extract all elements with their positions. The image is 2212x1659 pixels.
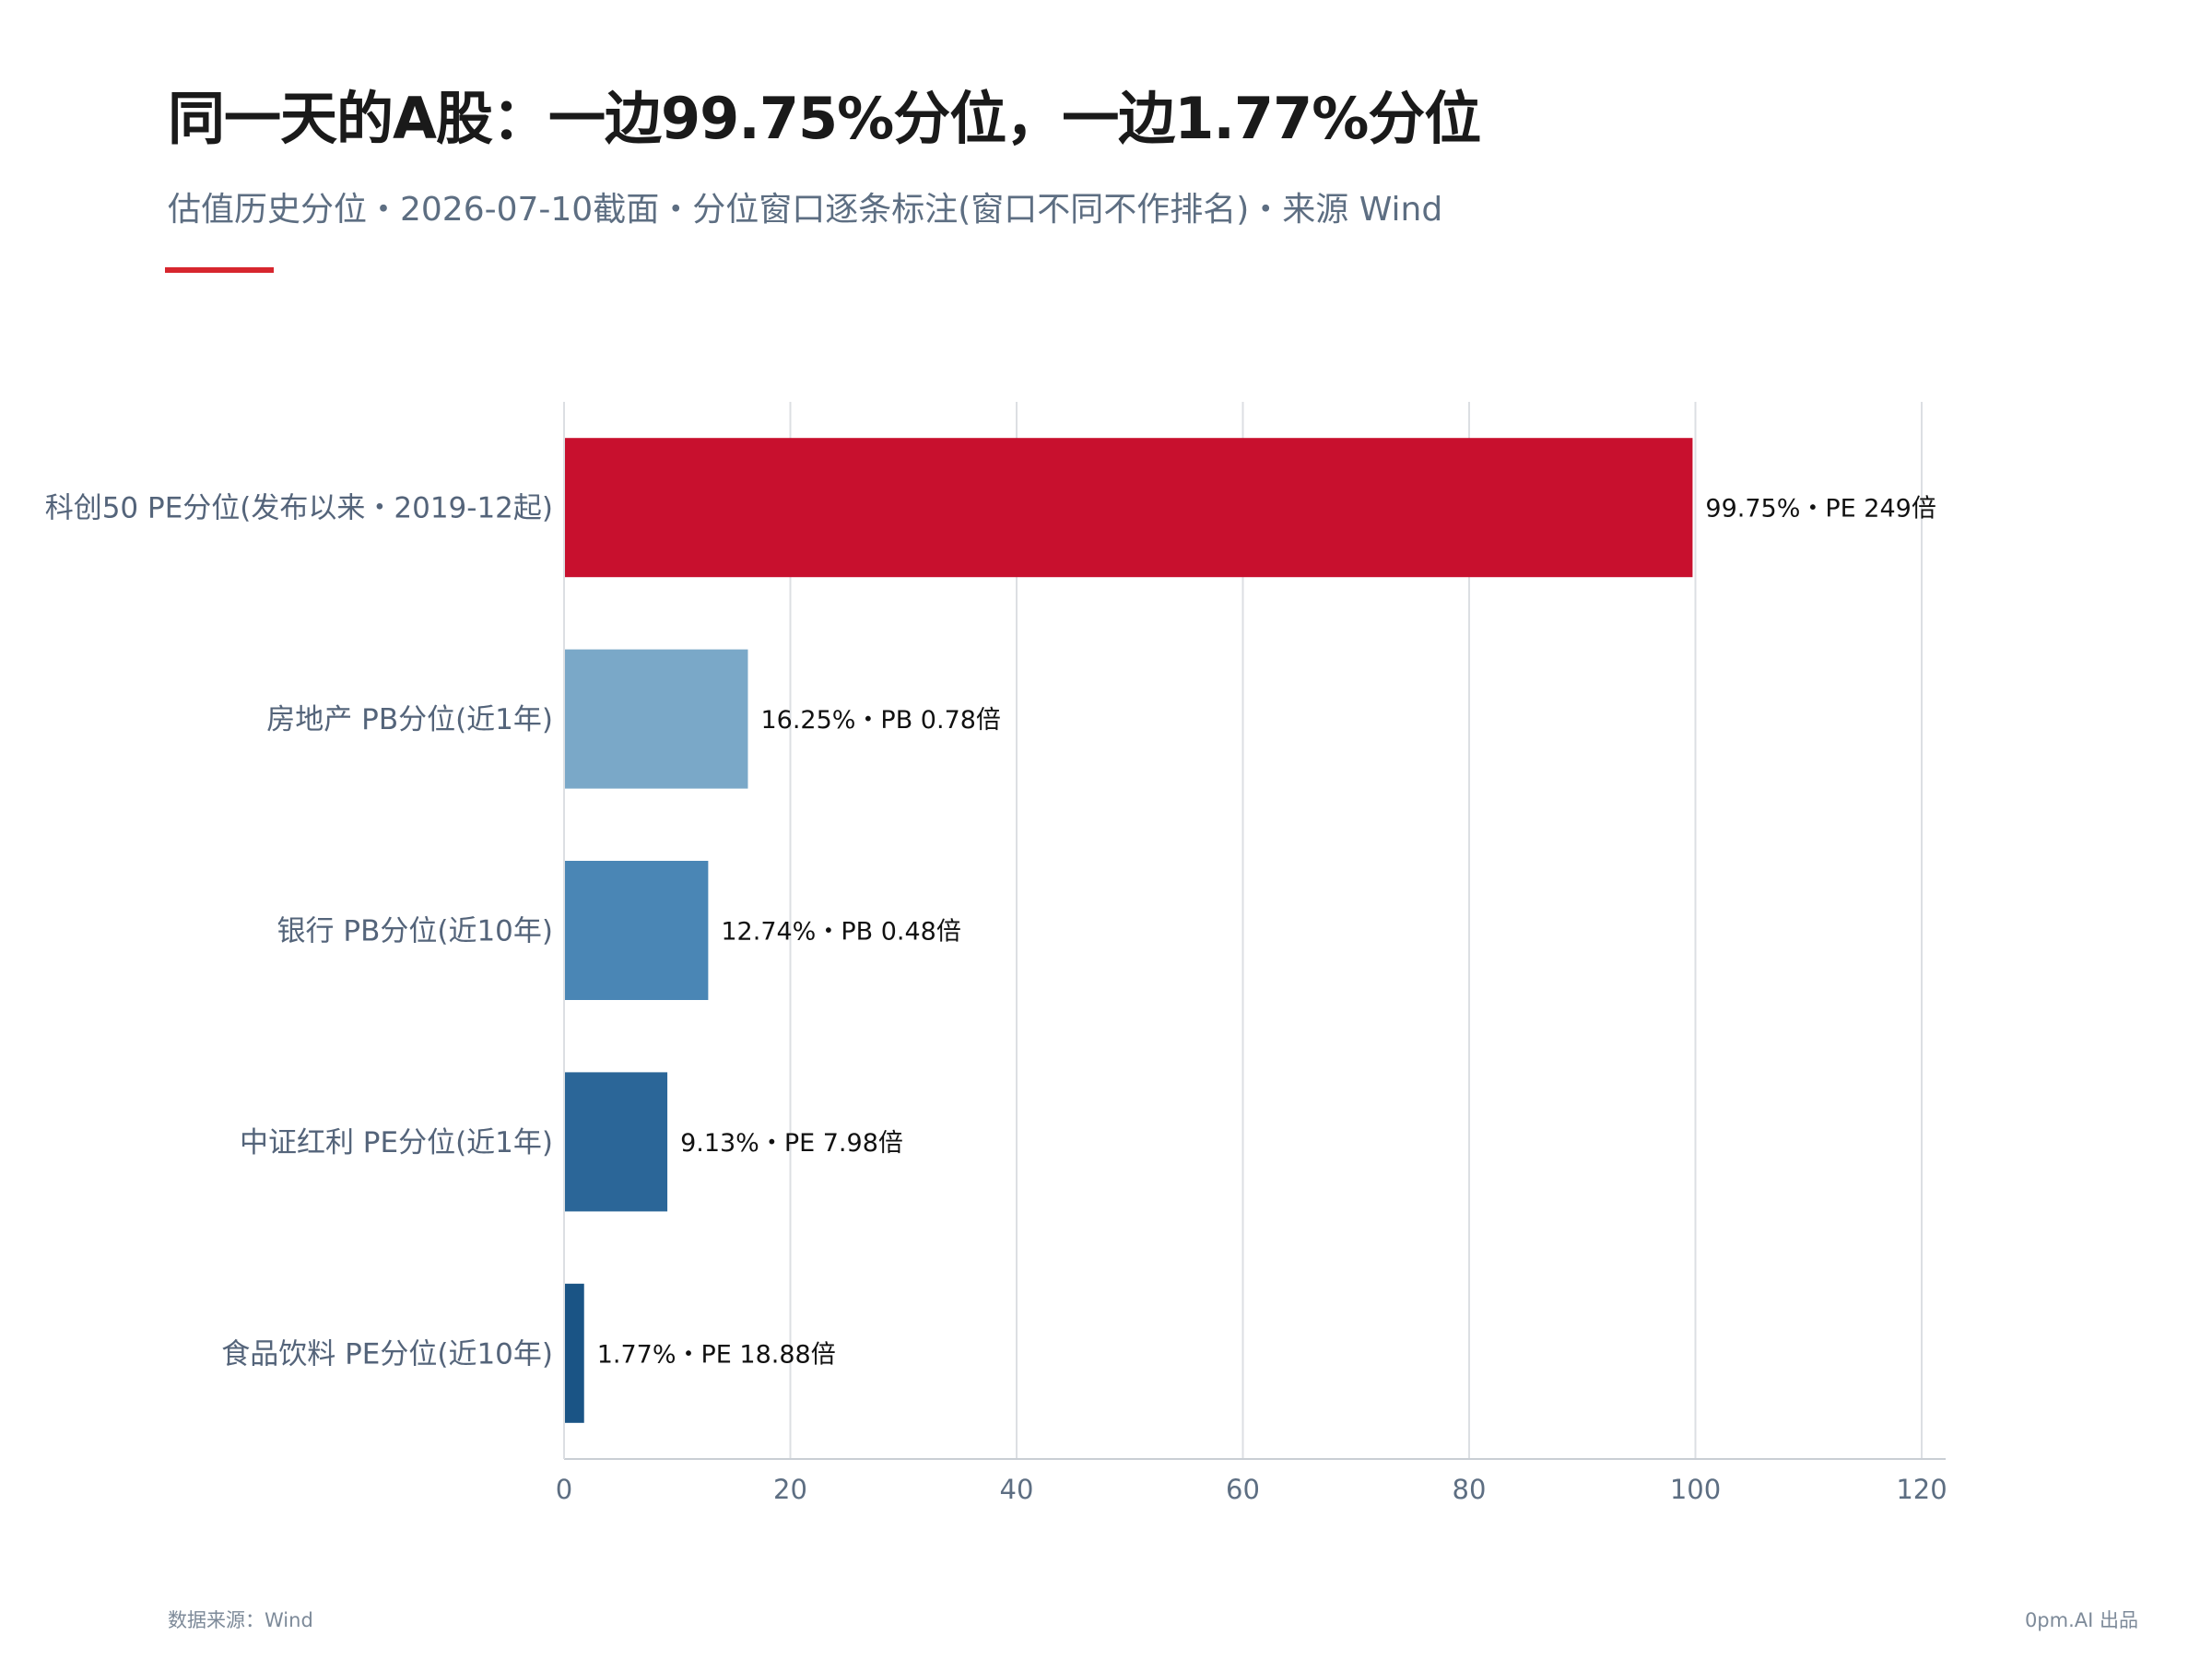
data-label: 99.75%・PE 249倍 bbox=[1705, 495, 1936, 524]
category-label: 食品饮料 PE分位(近10年) bbox=[221, 1337, 553, 1371]
category-label: 银行 PB分位(近10年) bbox=[277, 915, 553, 948]
gridlines bbox=[563, 402, 1923, 1459]
x-tick-label: 0 bbox=[556, 1474, 572, 1505]
data-label: 16.25%・PB 0.78倍 bbox=[760, 706, 1000, 735]
x-tick-label: 100 bbox=[1670, 1474, 1721, 1505]
x-tick-label: 80 bbox=[1453, 1474, 1487, 1505]
footer-credit: 0pm.AI 出品 bbox=[2024, 1609, 2138, 1631]
bar bbox=[564, 649, 748, 789]
chart-title: 同一天的A股：一边99.75%分位，一边1.77%分位 bbox=[168, 85, 1481, 152]
chart-subtitle: 估值历史分位・2026-07-10截面・分位窗口逐条标注(窗口不同不作排名)・来… bbox=[168, 191, 1443, 229]
x-tick-label: 60 bbox=[1226, 1474, 1260, 1505]
bar bbox=[564, 1072, 668, 1212]
x-axis: 0 20 40 60 80 100 120 bbox=[556, 402, 1947, 1505]
category-label: 房地产 PB分位(近1年) bbox=[266, 703, 553, 736]
data-label: 12.74%・PB 0.48倍 bbox=[721, 918, 960, 947]
footer-source: 数据来源：Wind bbox=[168, 1609, 313, 1631]
bars bbox=[564, 438, 1693, 1423]
bar bbox=[564, 1283, 584, 1423]
title-accent-bar bbox=[165, 267, 274, 273]
category-label: 科创50 PE分位(发布以来・2019-12起) bbox=[45, 492, 553, 525]
x-tick-label: 20 bbox=[773, 1474, 807, 1505]
bar bbox=[564, 438, 1693, 578]
bar bbox=[564, 861, 709, 1000]
data-label: 1.77%・PE 18.88倍 bbox=[597, 1340, 836, 1369]
data-label: 9.13%・PE 7.98倍 bbox=[680, 1129, 903, 1158]
labels: 科创50 PE分位(发布以来・2019-12起) 99.75%・PE 249倍房地… bbox=[45, 492, 1936, 1371]
x-tick-label: 40 bbox=[1000, 1474, 1034, 1505]
category-label: 中证红利 PE分位(近1年) bbox=[240, 1126, 553, 1159]
x-tick-label: 120 bbox=[1896, 1474, 1947, 1505]
